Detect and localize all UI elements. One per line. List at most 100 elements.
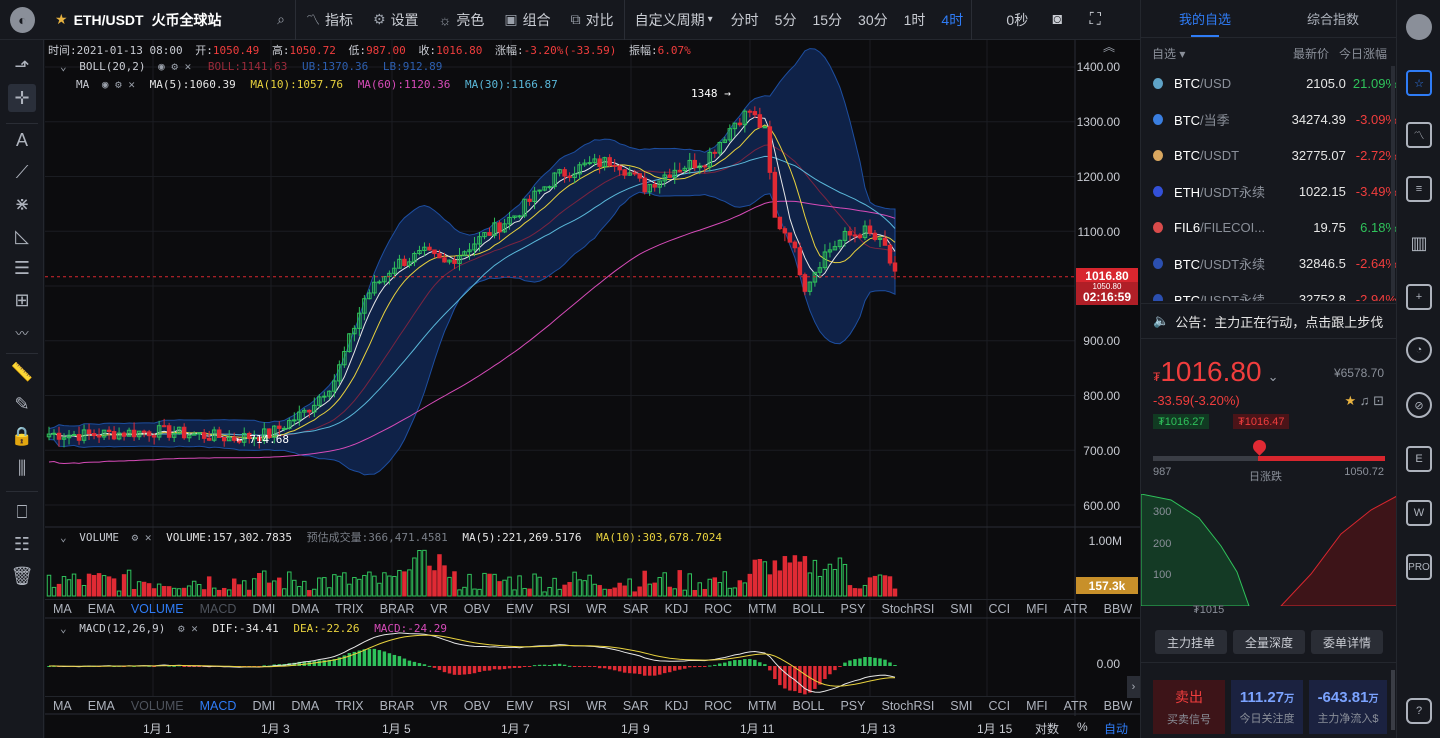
indicator-tab[interactable]: PSY [840,698,866,713]
indicator-tab[interactable]: PSY [840,601,866,616]
indicator-tab[interactable]: CCI [988,601,1011,616]
indicator-tab[interactable]: StochRSI [881,601,935,616]
text-tool-icon[interactable]: A [15,129,28,150]
indicator-tab[interactable]: MA [53,698,72,713]
log-toggle[interactable]: 对数 [1035,722,1060,736]
wave-tool-icon[interactable]: 〰 [15,325,29,341]
indicator-tab[interactable]: EMV [506,698,534,713]
fib-tool-icon[interactable]: ⋇ [14,193,30,214]
watchlist-filter[interactable]: 自选 ▾ [1152,45,1185,62]
period-tab-2[interactable]: 15分 [812,11,843,28]
period-tab-5[interactable]: 4时 [941,11,964,28]
info-icon[interactable]: ⊡ [1373,393,1384,408]
indicator-tab[interactable]: ATR [1063,698,1088,713]
main-orders-button[interactable]: 主力挂单 [1155,630,1227,654]
notice-bar[interactable]: 🔈 公告：主力正在行动，点击跟上步伐 [1141,303,1397,339]
period-tab-4[interactable]: 1时 [903,11,926,28]
tab-index[interactable]: 综合指数 [1306,12,1359,27]
close-icon[interactable]: ✕ [144,531,152,544]
object-tree-icon[interactable]: ☷ [13,533,31,554]
ruler-icon[interactable]: 📏 [10,361,34,382]
attention-card[interactable]: 111.27万 今日关注度 [1231,680,1303,734]
indicator-tab[interactable]: ATR [1063,601,1088,616]
collapse-arrow-icon[interactable]: ⌄ [60,60,67,73]
watchlist-row[interactable]: ETH/USDT永续 1022.15 -3.49% [1141,173,1397,209]
indicator-tab[interactable]: BOLL [792,601,825,616]
gear-icon[interactable]: ⚙ [131,531,139,544]
e-doc-icon[interactable]: E [1406,446,1432,472]
indicator-tab[interactable]: ROC [704,601,733,616]
indicator-tab[interactable]: MACD [199,601,237,616]
add-panel-icon[interactable]: + [1406,284,1432,310]
indicator-tab[interactable]: BOLL [792,698,825,713]
indicator-tab[interactable]: VR [430,698,448,713]
crosshair-icon[interactable]: ✛ [8,84,36,112]
star-icon[interactable]: ★ [1344,393,1357,408]
indicator-tab[interactable]: EMA [87,601,115,616]
indicator-tab[interactable]: KDJ [664,601,689,616]
watchlist-row[interactable]: BTC/当季 34274.39 -3.09% [1141,101,1397,137]
indicator-tab[interactable]: MACD [199,698,237,713]
compass-icon[interactable]: ⊘ [1406,392,1432,418]
pencil-icon[interactable]: ✎ [14,393,30,414]
indicator-tab[interactable]: VOLUME [130,698,184,713]
gear-icon[interactable]: ⚙ [177,622,185,635]
chevron-down-icon[interactable]: ⌄ [1267,369,1279,384]
bar-chart-icon[interactable]: ▥ [1410,232,1428,253]
pro-icon[interactable]: PRO [1406,554,1432,580]
close-icon[interactable]: ✕ [128,78,135,91]
indicator-tab[interactable]: TRIX [335,698,364,713]
indicator-tab[interactable]: SAR [622,698,649,713]
indicator-tab[interactable]: MA [53,601,72,616]
tab-watchlist[interactable]: 我的自选 [1141,0,1269,37]
gear-icon[interactable]: ⚙ [115,78,122,91]
trash-icon[interactable]: 🗑 [10,565,34,586]
watchlist-row[interactable]: BTC/USDT永续 32752.8 -2.94% [1141,281,1397,301]
indicator-tab[interactable]: CCI [988,698,1011,713]
bell-icon[interactable]: ♫ [1359,393,1370,408]
triangle-tool-icon[interactable]: ◺ [15,225,29,246]
channel-tool-icon[interactable]: ☰ [13,257,31,278]
indicator-tab[interactable]: BBW [1103,601,1133,616]
indicator-tab[interactable]: DMI [252,601,276,616]
indicator-tab[interactable]: EMV [506,601,534,616]
percent-toggle[interactable]: % [1077,720,1088,734]
orders-panel-icon[interactable]: ≡ [1406,176,1432,202]
bright-button[interactable]: ☼ 亮色 [429,0,495,40]
signal-card[interactable]: 卖出 买卖信号 [1153,680,1225,734]
indicator-tab[interactable]: OBV [463,698,491,713]
compare-button[interactable]: ⧉ 对比 [561,0,624,40]
symbol-selector[interactable]: ★ ETH/USDT 火币全球站 ⌕ [45,0,295,40]
indicator-tab[interactable]: SAR [622,601,649,616]
watchlist-panel-icon[interactable]: ☆ [1406,70,1432,96]
indicator-tab[interactable]: DMI [252,698,276,713]
custom-period-dropdown[interactable]: 自定义周期 ▾ [625,0,723,40]
collapse-arrow-icon[interactable]: ⌄ [60,622,67,635]
indicator-tab[interactable]: RSI [549,698,571,713]
line-tool-icon[interactable]: ⟋ [15,161,29,182]
watchlist-row[interactable]: BTC/USDT永续 32846.5 -2.64% [1141,245,1397,281]
alarm-icon[interactable]: ◔ [1406,337,1432,363]
bars-icon[interactable]: ⫼ [17,457,27,478]
period-tab-0[interactable]: 分时 [730,11,759,28]
col-change[interactable]: 今日涨幅 [1339,47,1388,61]
eye-icon[interactable]: ◉ [101,78,109,91]
eye-icon[interactable]: ◉ [158,60,165,73]
auto-toggle[interactable]: 自动 [1104,722,1129,736]
indicator-tab[interactable]: TRIX [335,601,364,616]
indicator-tab[interactable]: MFI [1026,601,1048,616]
chart-panel-icon[interactable]: 〽 [1406,122,1432,148]
watchlist-row[interactable]: FIL6/FILECOI... 19.75 6.18% [1141,209,1397,245]
watchlist-row[interactable]: BTC/USD 2105.0 21.09% [1141,65,1397,101]
lock-icon[interactable]: 🔒 [10,425,34,446]
grid-tool-icon[interactable]: ⊞ [14,289,30,310]
cursor-icon[interactable]: ⬏ [14,55,30,76]
search-icon[interactable]: ⌕ [277,11,285,27]
settings-button[interactable]: ⚙ 设置 [363,0,429,40]
indicator-tab[interactable]: MFI [1026,698,1048,713]
close-icon[interactable]: ✕ [191,622,198,635]
period-tab-1[interactable]: 5分 [774,11,797,28]
star-icon[interactable]: ★ [55,11,68,27]
avatar[interactable] [1406,14,1432,40]
indicator-tab[interactable]: WR [586,698,607,713]
